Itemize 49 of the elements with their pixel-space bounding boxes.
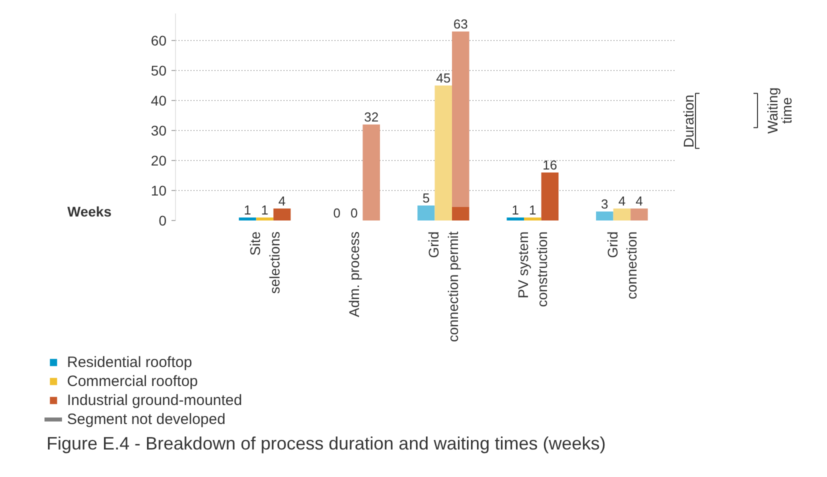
bar [541, 172, 559, 220]
bar [524, 218, 542, 220]
bar [434, 86, 452, 220]
y-tick-label: 60 [150, 32, 167, 48]
x-tick-label: Site selections [247, 231, 282, 294]
text: 1 [244, 202, 252, 218]
y-tick-label: 50 [150, 62, 167, 78]
x-tick-label: Grid connection [604, 231, 640, 300]
text: 1 [512, 202, 519, 218]
legend-label: Segment not developed [67, 410, 226, 428]
text: 4 [278, 194, 286, 208]
text: 4 [618, 194, 626, 208]
text: 32 [364, 110, 379, 124]
text: 0 [333, 206, 340, 220]
x-tick-label: Adm. process [346, 231, 362, 318]
y-tick-label: 0 [158, 212, 167, 228]
x-tick-label: PV system construction [515, 231, 550, 307]
text: Figure E.4 - Breakdown of process duration and waiting times (weeks) [46, 434, 606, 454]
text: Duration [680, 94, 696, 148]
legend-label: Commercial rooftop [67, 372, 198, 390]
bar [273, 208, 291, 220]
bar [613, 208, 631, 220]
bar [452, 32, 470, 207]
bar [417, 206, 435, 220]
bar [256, 218, 274, 220]
y-tick-label: 20 [150, 152, 167, 168]
bar [506, 218, 524, 220]
text: 4 [636, 194, 643, 208]
text: 1 [529, 202, 536, 218]
text: Waiting time [764, 87, 794, 134]
y-axis-title: Weeks [67, 204, 112, 220]
bar [238, 218, 256, 220]
bar [630, 208, 648, 220]
bar [452, 207, 470, 220]
y-tick-label: 30 [150, 122, 167, 138]
bar [596, 212, 614, 220]
text: 3 [601, 196, 608, 212]
legend-label: Residential rooftop [67, 353, 192, 371]
text: 0 [350, 206, 358, 220]
y-tick-label: 40 [150, 92, 167, 108]
text: 16 [542, 158, 558, 172]
bar [362, 124, 380, 220]
x-tick-label: Grid connection permit [426, 231, 461, 342]
y-tick-label: 10 [150, 182, 167, 198]
text: 63 [453, 16, 468, 32]
text: 5 [422, 190, 430, 206]
text: 1 [261, 202, 268, 218]
text: 45 [436, 70, 451, 86]
legend-label: Industrial ground-mounted [67, 391, 242, 409]
